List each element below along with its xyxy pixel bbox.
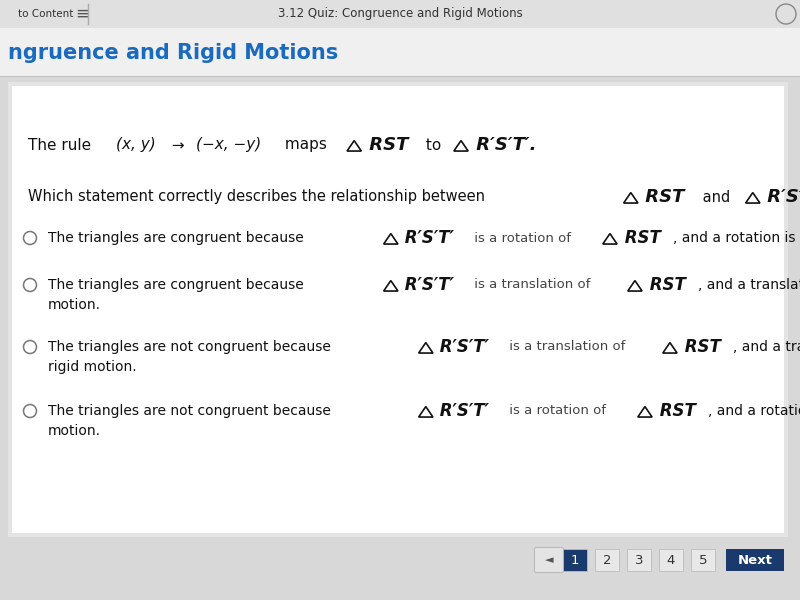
Text: →: → bbox=[167, 137, 190, 152]
FancyBboxPatch shape bbox=[691, 549, 715, 571]
Text: ≡: ≡ bbox=[75, 5, 89, 23]
Text: is a rotation of: is a rotation of bbox=[470, 232, 571, 245]
FancyBboxPatch shape bbox=[0, 0, 800, 28]
Text: Next: Next bbox=[738, 553, 773, 566]
Text: , and a translation is not a: , and a translation is not a bbox=[733, 340, 800, 354]
Text: R′S′T′: R′S′T′ bbox=[399, 276, 454, 294]
Text: 4: 4 bbox=[667, 553, 675, 566]
Text: R′S′T′: R′S′T′ bbox=[434, 338, 490, 356]
Text: RST: RST bbox=[618, 229, 661, 247]
Text: is a translation of: is a translation of bbox=[470, 278, 591, 292]
FancyBboxPatch shape bbox=[534, 547, 563, 572]
Text: , and a translation is a rigid: , and a translation is a rigid bbox=[698, 278, 800, 292]
Text: The triangles are congruent because: The triangles are congruent because bbox=[48, 278, 308, 292]
FancyBboxPatch shape bbox=[0, 28, 800, 76]
Text: (x, y): (x, y) bbox=[116, 137, 155, 152]
Text: 3.12 Quiz: Congruence and Rigid Motions: 3.12 Quiz: Congruence and Rigid Motions bbox=[278, 7, 522, 20]
Text: ngruence and Rigid Motions: ngruence and Rigid Motions bbox=[8, 43, 338, 63]
Text: rigid motion.: rigid motion. bbox=[48, 360, 137, 374]
Text: R′S′T′: R′S′T′ bbox=[399, 229, 454, 247]
FancyBboxPatch shape bbox=[8, 82, 788, 537]
FancyBboxPatch shape bbox=[12, 86, 784, 533]
FancyBboxPatch shape bbox=[0, 543, 800, 600]
Text: 5: 5 bbox=[698, 553, 707, 566]
Text: is a translation of: is a translation of bbox=[506, 340, 626, 353]
Text: RST: RST bbox=[654, 402, 695, 420]
Text: to Content: to Content bbox=[18, 9, 74, 19]
Text: is a rotation of: is a rotation of bbox=[506, 404, 606, 418]
Text: maps: maps bbox=[280, 137, 332, 152]
Text: 1: 1 bbox=[570, 553, 579, 566]
Text: ◄: ◄ bbox=[545, 555, 554, 565]
Text: R′S′T′: R′S′T′ bbox=[434, 402, 490, 420]
FancyBboxPatch shape bbox=[627, 549, 651, 571]
Text: The rule: The rule bbox=[28, 137, 96, 152]
FancyBboxPatch shape bbox=[595, 549, 619, 571]
Text: , and a rotation is not a rigid: , and a rotation is not a rigid bbox=[708, 404, 800, 418]
Text: RST: RST bbox=[644, 276, 686, 294]
Text: motion.: motion. bbox=[48, 424, 101, 438]
Text: The triangles are congruent because: The triangles are congruent because bbox=[48, 231, 308, 245]
Text: 3: 3 bbox=[634, 553, 643, 566]
Text: RST: RST bbox=[678, 338, 721, 356]
Text: The triangles are not congruent because: The triangles are not congruent because bbox=[48, 404, 335, 418]
Text: RST: RST bbox=[639, 188, 685, 206]
Text: R′S′T′: R′S′T′ bbox=[762, 188, 800, 206]
FancyBboxPatch shape bbox=[659, 549, 683, 571]
Text: motion.: motion. bbox=[48, 298, 101, 312]
Text: Which statement correctly describes the relationship between: Which statement correctly describes the … bbox=[28, 190, 490, 205]
Text: R′S′T′.: R′S′T′. bbox=[470, 136, 536, 154]
Text: 2: 2 bbox=[602, 553, 611, 566]
FancyBboxPatch shape bbox=[563, 549, 587, 571]
FancyBboxPatch shape bbox=[726, 549, 784, 571]
Text: to: to bbox=[422, 137, 446, 152]
Text: RST: RST bbox=[363, 136, 408, 154]
Text: (−x, −y): (−x, −y) bbox=[196, 137, 262, 152]
Text: , and a rotation is a rigid motion.: , and a rotation is a rigid motion. bbox=[673, 231, 800, 245]
Text: The triangles are not congruent because: The triangles are not congruent because bbox=[48, 340, 335, 354]
Text: and: and bbox=[698, 190, 735, 205]
